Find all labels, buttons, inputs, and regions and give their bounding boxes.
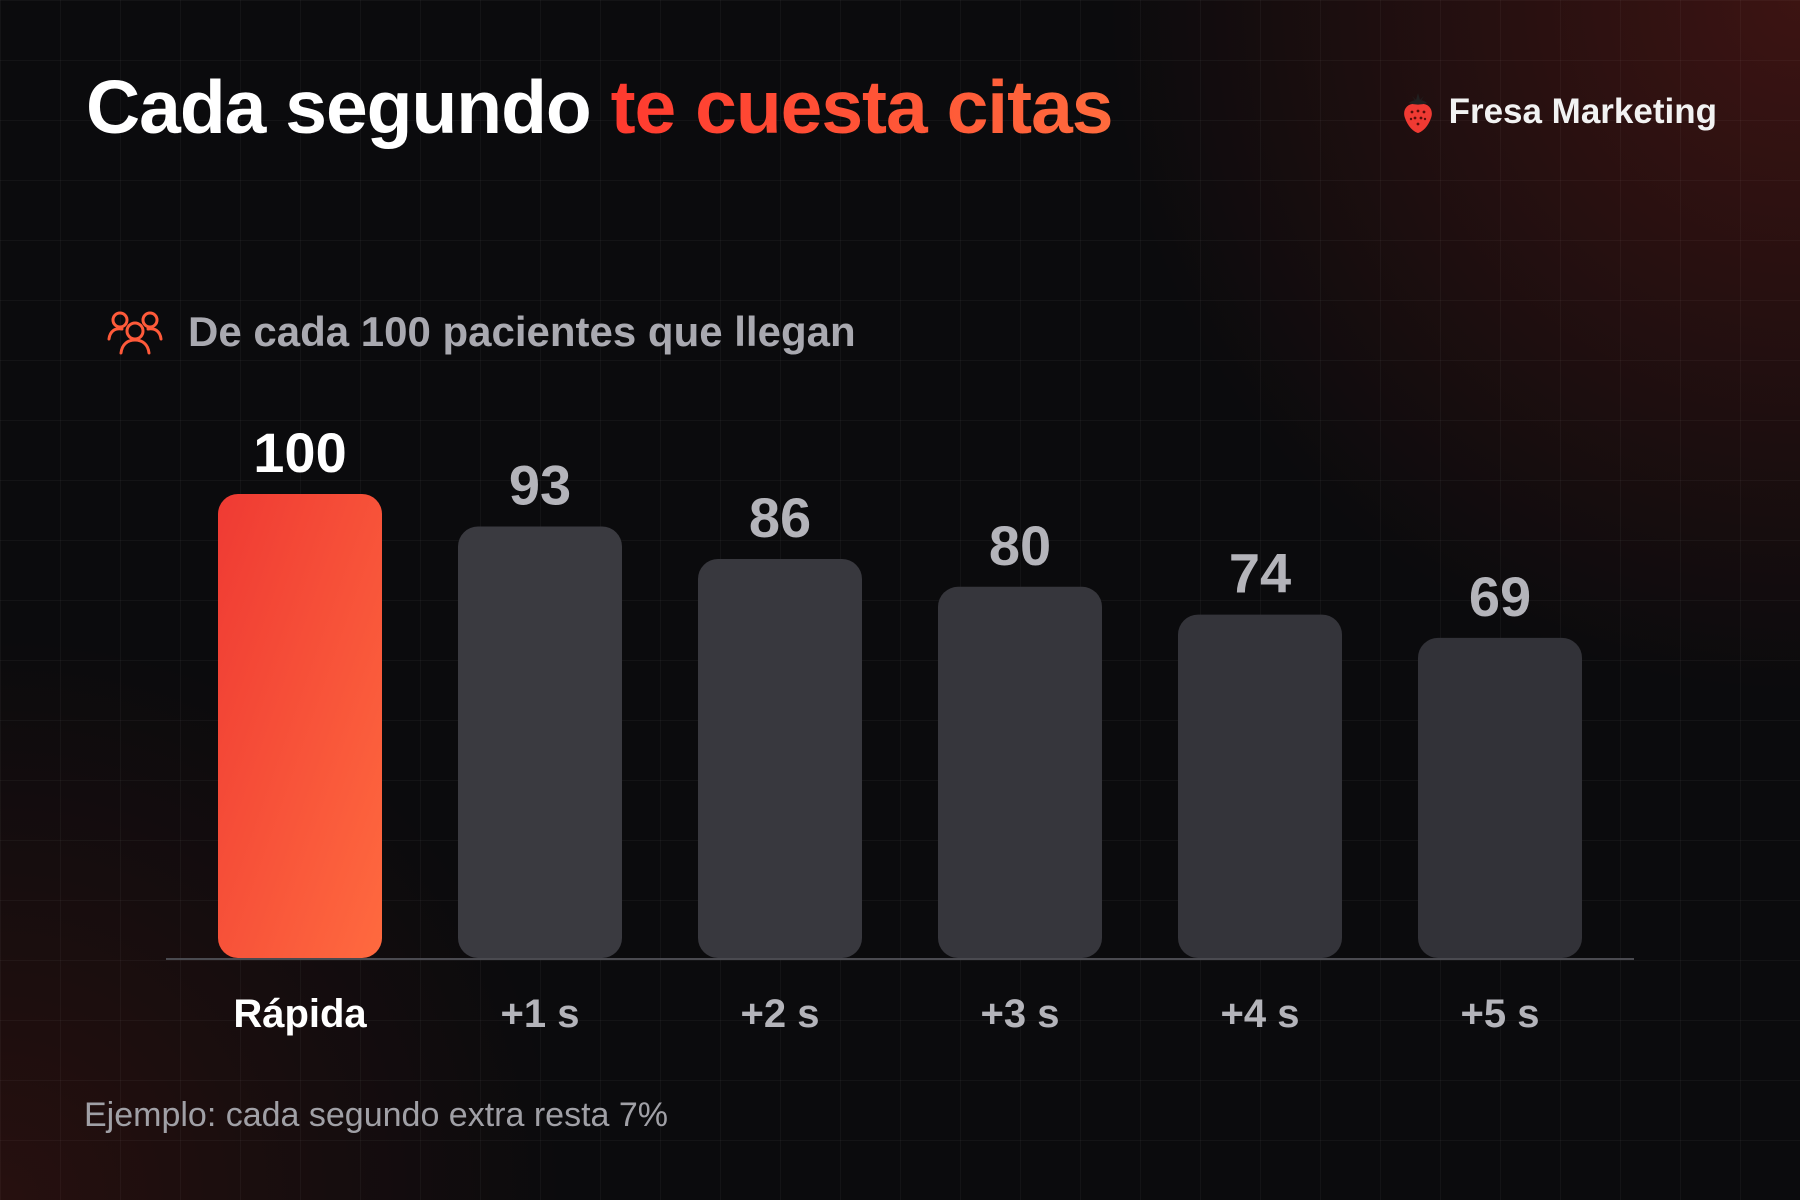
value-label-rapida: 100 — [253, 421, 346, 484]
labels-layer: 100 Rápida 93 +1 s 86 +2 s 80 +3 s 74 +4 s 69 +5 s — [233, 421, 1539, 1036]
bar-2-s — [698, 558, 862, 958]
page-title: Cada segundo te cuesta citas — [86, 70, 1114, 145]
title-part-highlight: te cuesta citas — [610, 65, 1114, 149]
subtitle-text: De cada 100 pacientes que llegan — [188, 308, 856, 355]
title-part-main: Cada segundo — [86, 65, 592, 149]
value-label-5-s: 69 — [1469, 565, 1531, 628]
footnote: Ejemplo: cada segundo extra resta 7% — [84, 1096, 669, 1134]
category-label-rapida: Rápida — [233, 992, 367, 1036]
category-label-4-s: +4 s — [1221, 992, 1300, 1036]
value-label-4-s: 74 — [1229, 542, 1291, 605]
strawberry-icon — [1403, 93, 1432, 133]
users-group-icon — [107, 311, 163, 355]
bars-layer — [218, 494, 1582, 958]
bar-rapida — [218, 494, 382, 958]
bar-5-s — [1418, 637, 1582, 958]
category-label-1-s: +1 s — [501, 992, 580, 1036]
value-label-1-s: 93 — [509, 453, 571, 516]
brand-logo: Fresa Marketing — [1401, 88, 1717, 136]
value-label-3-s: 80 — [989, 514, 1051, 577]
brand-name: Fresa Marketing — [1448, 92, 1717, 131]
value-label-2-s: 86 — [749, 486, 811, 549]
bar-3-s — [938, 586, 1102, 958]
bar-4-s — [1178, 614, 1342, 958]
category-label-2-s: +2 s — [741, 992, 820, 1036]
bar-1-s — [458, 526, 622, 958]
category-label-3-s: +3 s — [981, 992, 1060, 1036]
subtitle-row: De cada 100 pacientes que llegan — [106, 308, 856, 356]
category-label-5-s: +5 s — [1461, 992, 1540, 1036]
